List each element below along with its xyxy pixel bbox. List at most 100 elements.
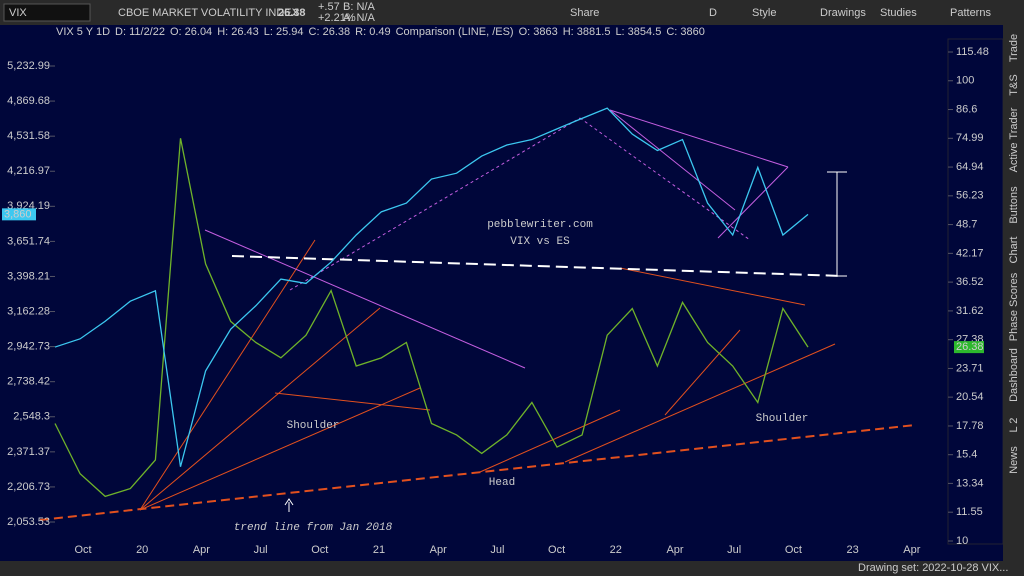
right-tick-label: 115.48 (956, 46, 989, 58)
header-item: L: 3854.5 (615, 26, 661, 38)
x-label: 20 (136, 544, 148, 556)
right-tick-label: 31.62 (956, 305, 984, 317)
right-tick-label: 20.54 (956, 391, 984, 403)
right-tick-label: 36.52 (956, 276, 984, 288)
description: CBOE MARKET VOLATILITY INDEX (118, 7, 300, 19)
header-item: VIX 5 Y 1D (56, 26, 110, 38)
bid: B: N/A (343, 1, 375, 13)
trend-lines (39, 239, 916, 521)
es-line (54, 107, 809, 467)
right-axis (947, 38, 1004, 545)
left-tick-label: 3,162.28 (7, 305, 50, 317)
x-label: Apr (430, 544, 447, 556)
x-label: Oct (311, 544, 328, 556)
header-item: C: 26.38 (309, 26, 351, 38)
last: 26.38 (278, 7, 306, 19)
side-tab[interactable]: Dashboard (1008, 348, 1020, 402)
annotation: Shoulder (756, 413, 809, 425)
change: +.57 (318, 1, 340, 13)
status-bar (0, 561, 1024, 576)
left-tick-label: 4,869.68 (7, 95, 50, 107)
left-tick-label: 2,206.73 (7, 481, 50, 493)
right-tick-label: 64.94 (956, 161, 984, 173)
header-item: O: 26.04 (170, 26, 212, 38)
right-tag (954, 341, 984, 354)
right-tick-label: 10 (956, 535, 968, 547)
side-tab[interactable]: T&S (1008, 74, 1020, 95)
x-label: 22 (610, 544, 622, 556)
left-tick-label: 3,398.21 (7, 270, 50, 282)
x-label: Apr (666, 544, 683, 556)
toolbar-button[interactable]: Drawings (820, 7, 866, 19)
side-tab[interactable]: Trade (1008, 34, 1020, 62)
ma-lines (204, 109, 789, 369)
x-label: Jul (490, 544, 504, 556)
right-tick-label: 15.4 (956, 449, 977, 461)
left-tick-label: 4,531.58 (7, 130, 50, 142)
header-item: R: 0.49 (355, 26, 390, 38)
toolbar (0, 0, 1024, 25)
right-tag-label: 26.38 (956, 341, 984, 353)
annotation: Head (489, 477, 515, 489)
range-marker (827, 171, 847, 277)
toolbar-button[interactable]: D (709, 7, 717, 19)
right-tick-label: 17.78 (956, 420, 984, 432)
left-tag-label: 3,860 (4, 208, 32, 220)
toolbar-button[interactable]: Share (570, 7, 599, 19)
header-item: H: 26.43 (217, 26, 259, 38)
vix-line (54, 138, 809, 498)
status: Drawing set: 2022-10-28 VIX... (858, 562, 1008, 574)
side-tabs (1003, 25, 1024, 561)
side-tab[interactable]: Active Trader (1008, 107, 1020, 172)
side-tab[interactable]: News (1008, 446, 1020, 474)
right-tick-label: 13.34 (956, 477, 984, 489)
symbol[interactable]: VIX (9, 7, 27, 19)
x-label: Apr (903, 544, 920, 556)
x-label: Oct (548, 544, 565, 556)
annotation: pebblewriter.com (487, 219, 593, 231)
ask: A: N/A (343, 12, 375, 24)
x-label: 21 (373, 544, 385, 556)
left-tick-label: 2,942.73 (7, 341, 50, 353)
header-item: Comparison (LINE, /ES) (396, 26, 514, 38)
right-tick-label: 56.23 (956, 190, 984, 202)
annotation: trend line from Jan 2018 (234, 522, 393, 534)
header-item: L: 25.94 (264, 26, 304, 38)
right-tick-label: 11.55 (956, 506, 983, 518)
left-tick-label: 3,651.74 (7, 235, 50, 247)
annotation: VIX vs ES (510, 236, 570, 248)
left-tick-label: 2,053.53 (7, 516, 50, 528)
change-pct: +2.21% (318, 12, 356, 24)
x-label: 23 (846, 544, 858, 556)
left-tick-label: 2,371.37 (7, 446, 50, 458)
left-tick-label: 4,216.97 (7, 165, 50, 177)
arrow (284, 498, 294, 512)
right-tick-label: 100 (956, 75, 974, 87)
x-label: Oct (74, 544, 91, 556)
x-label: Jul (727, 544, 741, 556)
header-item: D: 11/2/22 (115, 26, 165, 38)
toolbar-button[interactable]: Patterns (950, 7, 991, 19)
right-tick-label: 48.7 (956, 218, 977, 230)
annotation: Shoulder (287, 420, 340, 432)
header-bar (0, 25, 1024, 39)
toolbar-button[interactable]: Studies (880, 7, 917, 19)
left-tick-label: 2,738.42 (7, 376, 50, 388)
side-tab[interactable]: Chart (1008, 237, 1020, 264)
left-tick-label: 2,548.3 (13, 411, 50, 423)
right-tick-label: 42.17 (956, 247, 984, 259)
x-label: Oct (785, 544, 802, 556)
symbol-box[interactable] (3, 3, 91, 22)
side-tab[interactable]: Phase Scores (1008, 272, 1020, 341)
header-item: H: 3881.5 (563, 26, 611, 38)
side-tab[interactable]: L 2 (1008, 418, 1020, 433)
x-label: Jul (254, 544, 268, 556)
header-item: O: 3863 (519, 26, 558, 38)
right-tick-label: 23.71 (956, 362, 984, 374)
toolbar-button[interactable]: Style (752, 7, 776, 19)
x-label: Apr (193, 544, 210, 556)
left-tag (2, 208, 36, 221)
side-tab[interactable]: Buttons (1008, 186, 1020, 224)
